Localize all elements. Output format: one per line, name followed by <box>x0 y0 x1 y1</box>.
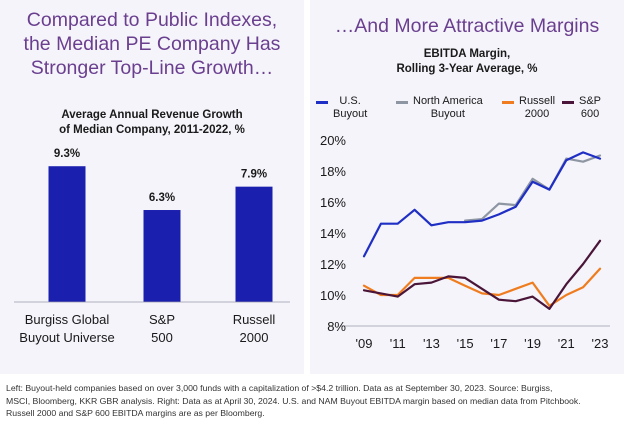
bar-chart-subtitle-line-2: of Median Company, 2011-2022, % <box>59 124 245 136</box>
line-chart-subtitle-line-1: EBITDA Margin, <box>423 48 511 60</box>
bar-category-label: Russell <box>233 312 276 327</box>
right-panel: …And More Attractive Margins EBITDA Marg… <box>310 0 624 374</box>
left-panel: Compared to Public Indexes, the Median P… <box>0 0 304 374</box>
x-tick-label: '23 <box>592 336 609 351</box>
legend-label: U.S. Buyout <box>333 95 368 120</box>
x-tick-label: '13 <box>423 336 440 351</box>
bar-chart-subtitle: Average Annual Revenue Growth of Median … <box>0 108 304 138</box>
footnote-line-3: Russell 2000 and S&P 600 EBITDA margins … <box>6 408 265 418</box>
legend-label: S&P 600 <box>579 95 602 120</box>
bar <box>143 210 181 302</box>
bar-category-label: Buyout Universe <box>19 330 114 345</box>
bar <box>48 166 86 302</box>
x-tick-label: '19 <box>524 336 541 351</box>
y-tick-label: 20% <box>320 133 346 148</box>
y-tick-label: 8% <box>327 319 346 334</box>
y-tick-label: 10% <box>320 288 346 303</box>
legend-label: North America Buyout <box>413 95 483 120</box>
legend-swatch <box>502 101 514 104</box>
bar-chart: 9.3% Burgiss Global Buyout Universe 6.3% S&P… <box>14 148 290 345</box>
series-line <box>464 154 602 222</box>
footnote-line-1: Left: Buyout-held companies based on ove… <box>6 383 553 393</box>
bar-category-label: Burgiss Global <box>25 312 110 327</box>
right-headline: …And More Attractive Margins <box>334 15 600 37</box>
bar-value-label: 6.3% <box>149 192 175 204</box>
series-line <box>362 151 602 258</box>
y-tick-label: 14% <box>320 226 346 241</box>
footnote: Left: Buyout-held companies based on ove… <box>6 382 618 420</box>
legend-swatch <box>316 101 328 104</box>
line-chart-legend: U.S. Buyout North America Buyout Russell 2000… <box>316 95 622 125</box>
bar-value-label: 9.3% <box>54 148 80 160</box>
left-headline-line-3: Stronger Top-Line Growth… <box>30 57 274 79</box>
x-tick-label: '17 <box>490 336 507 351</box>
bar-category-label: S&P <box>149 312 175 327</box>
line-chart-subtitle: EBITDA Margin, Rolling 3-Year Average, % <box>310 47 624 77</box>
bar-category-label: 500 <box>151 330 173 345</box>
y-tick-label: 16% <box>320 195 346 210</box>
legend-swatch <box>396 101 408 104</box>
y-tick-label: 18% <box>320 164 346 179</box>
left-headline: Compared to Public Indexes, the Median P… <box>0 8 304 80</box>
series-line <box>362 239 602 310</box>
bar <box>235 186 273 302</box>
series-line <box>362 267 602 307</box>
line-chart: 8% 10% 12% 14% 16% 18% 20% '09 '11 '13 '15 '17 '19 '2… <box>320 133 610 351</box>
x-tick-label: '09 <box>356 336 373 351</box>
line-chart-subtitle-line-2: Rolling 3-Year Average, % <box>396 63 538 75</box>
left-headline-line-1: Compared to Public Indexes, <box>26 9 278 31</box>
left-headline-line-2: the Median PE Company Has <box>23 33 281 55</box>
x-tick-label: '21 <box>558 336 575 351</box>
x-tick-label: '11 <box>390 336 406 351</box>
legend-swatch <box>562 101 574 104</box>
x-tick-label: '15 <box>457 336 474 351</box>
y-tick-label: 12% <box>320 257 346 272</box>
bar-chart-subtitle-line-1: Average Annual Revenue Growth <box>61 109 243 121</box>
footnote-line-2: MSCI, Bloomberg, KKR GBR analysis. Right… <box>6 395 581 406</box>
bar-category-label: 2000 <box>240 330 269 345</box>
bar-value-label: 7.9% <box>241 169 267 181</box>
legend-label: Russell 2000 <box>519 95 556 120</box>
